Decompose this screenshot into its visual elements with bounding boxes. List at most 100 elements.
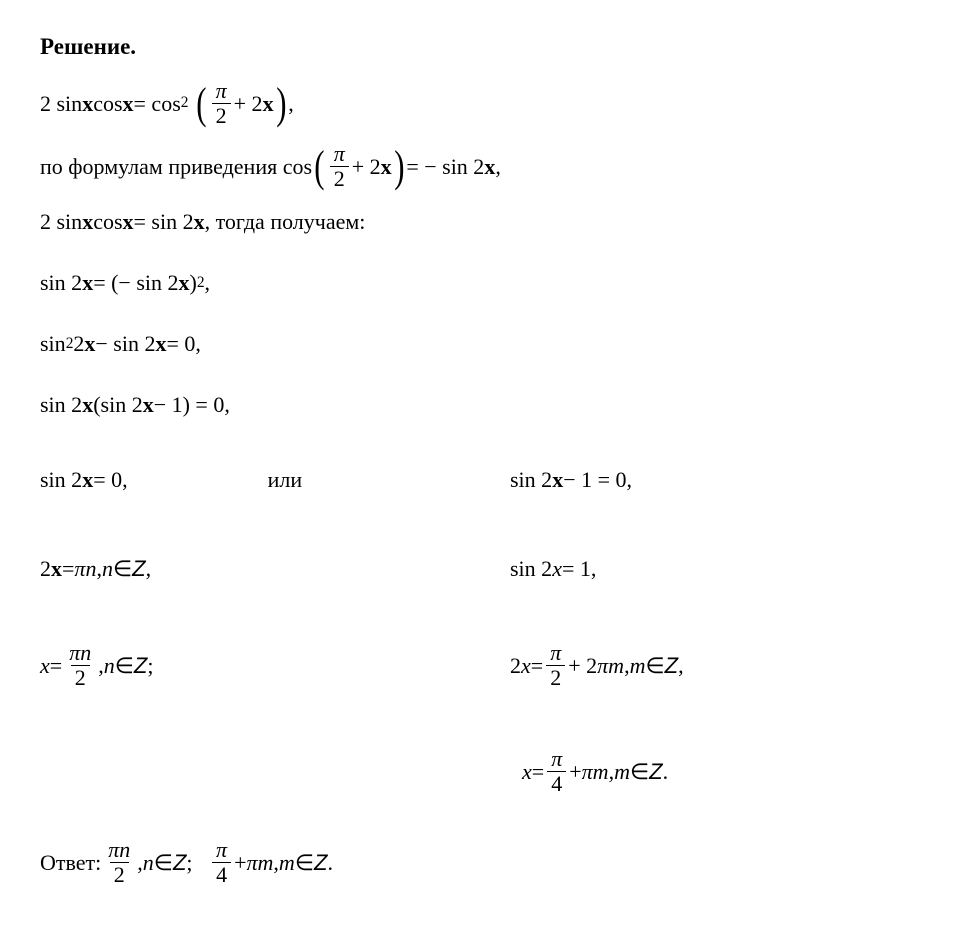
text: ; [186, 846, 209, 879]
row-3: x = πn 2 , n ∈ Z ; 2 x = π 2 + 2 πm , [40, 627, 926, 704]
denominator: 2 [546, 665, 565, 690]
text: + 2 [234, 87, 263, 120]
text: по формулам приведения cos [40, 150, 312, 183]
text: ∈ [630, 755, 649, 788]
equation-line-2: по формулам приведения cos ( π 2 + 2 x )… [40, 142, 926, 191]
text: = 0, [166, 327, 200, 360]
text: πm [597, 649, 624, 682]
text: Z [134, 649, 147, 682]
text: Z [132, 552, 145, 585]
text: n [102, 552, 113, 585]
var-x: x [381, 150, 392, 183]
numerator: πn [65, 641, 95, 665]
solution-heading: Решение. [40, 30, 926, 65]
text: = [62, 552, 74, 585]
text: sin 2 [40, 266, 82, 299]
denominator: 2 [110, 862, 129, 887]
text: − 1) = 0, [154, 388, 230, 421]
text: . [327, 846, 333, 879]
denominator: 4 [547, 771, 566, 796]
var-x: x [155, 327, 166, 360]
text: 2 [73, 327, 84, 360]
text: (sin 2 [93, 388, 143, 421]
text: 2 sin [40, 87, 82, 120]
text: − 1 = 0, [563, 463, 632, 496]
row-4: x = π 4 + πm , m ∈ Z . [40, 733, 926, 810]
text: = 0, [93, 463, 127, 496]
numerator: π [212, 838, 231, 862]
denominator: 2 [212, 103, 231, 128]
answer-line: Ответ: πn 2 , n ∈ Z ; π 4 + πm , m ∈ Z . [40, 838, 926, 887]
denominator: 2 [71, 665, 90, 690]
numerator: π [212, 79, 231, 103]
text: ; [147, 649, 153, 682]
text-or: или [268, 463, 303, 496]
fraction: πn 2 [65, 641, 95, 690]
numerator: π [330, 142, 349, 166]
text: ∈ [115, 649, 134, 682]
var-x: x [522, 755, 532, 788]
text: + 2 [352, 150, 381, 183]
text: = (− sin 2 [93, 266, 178, 299]
text: πn [74, 552, 96, 585]
numerator: π [546, 641, 565, 665]
text: m [279, 846, 295, 879]
fraction: πn 2 [104, 838, 134, 887]
right-paren: ) [394, 149, 404, 184]
fraction: π 2 [546, 641, 565, 690]
text: Z [665, 649, 678, 682]
var-x: x [143, 388, 154, 421]
text: + [234, 846, 246, 879]
text: = − sin 2 [406, 150, 484, 183]
text: sin 2 [40, 388, 82, 421]
text: , [288, 87, 294, 120]
numerator: πn [104, 838, 134, 862]
answer-label: Ответ: [40, 846, 101, 879]
equation-line-6: sin 2 x (sin 2 x − 1) = 0, [40, 388, 926, 421]
equation-line-4: sin 2 x = (− sin 2 x ) 2 , [40, 266, 926, 299]
text: = [531, 649, 543, 682]
text: ∈ [113, 552, 132, 585]
var-x: x [123, 87, 134, 120]
var-x: x [123, 205, 134, 238]
text: , [495, 150, 501, 183]
text: 2 sin [40, 205, 82, 238]
equation-line-3: 2 sin x cos x = sin 2 x , тогда получаем… [40, 205, 926, 238]
var-x: x [194, 205, 205, 238]
text: Z [314, 846, 327, 879]
var-x: x [82, 205, 93, 238]
text: ) [190, 266, 197, 299]
text: sin 2 [510, 552, 552, 585]
text: = [532, 755, 544, 788]
left-paren: ( [314, 149, 324, 184]
equation-line-5: sin 2 2 x − sin 2 x = 0, [40, 327, 926, 360]
left-paren: ( [196, 86, 206, 121]
var-x: x [82, 388, 93, 421]
var-x: x [263, 87, 274, 120]
text: = sin 2 [134, 205, 194, 238]
text: cos [93, 205, 122, 238]
var-x: x [484, 150, 495, 183]
fraction: π 2 [212, 79, 231, 128]
var-x: x [82, 463, 93, 496]
var-x: x [521, 649, 531, 682]
text: ∈ [295, 846, 314, 879]
text: πm [582, 755, 609, 788]
text: = [50, 649, 62, 682]
text: sin 2 [510, 463, 552, 496]
text: ∈ [645, 649, 664, 682]
text: m [630, 649, 646, 682]
text: + 2 [568, 649, 597, 682]
var-x: x [552, 463, 563, 496]
text: = cos [134, 87, 181, 120]
fraction: π 4 [212, 838, 231, 887]
fraction: π 4 [547, 747, 566, 796]
var-x: x [40, 649, 50, 682]
row-2: 2 x = πn , n ∈ Z , sin 2 x = 1, [40, 538, 926, 599]
var-x: x [552, 552, 562, 585]
var-x: x [51, 552, 62, 585]
text: n [143, 846, 154, 879]
text: sin 2 [40, 463, 82, 496]
equation-line-1: 2 sin x cos x = cos 2 ( π 2 + 2 x ) , [40, 79, 926, 128]
right-paren: ) [276, 86, 286, 121]
